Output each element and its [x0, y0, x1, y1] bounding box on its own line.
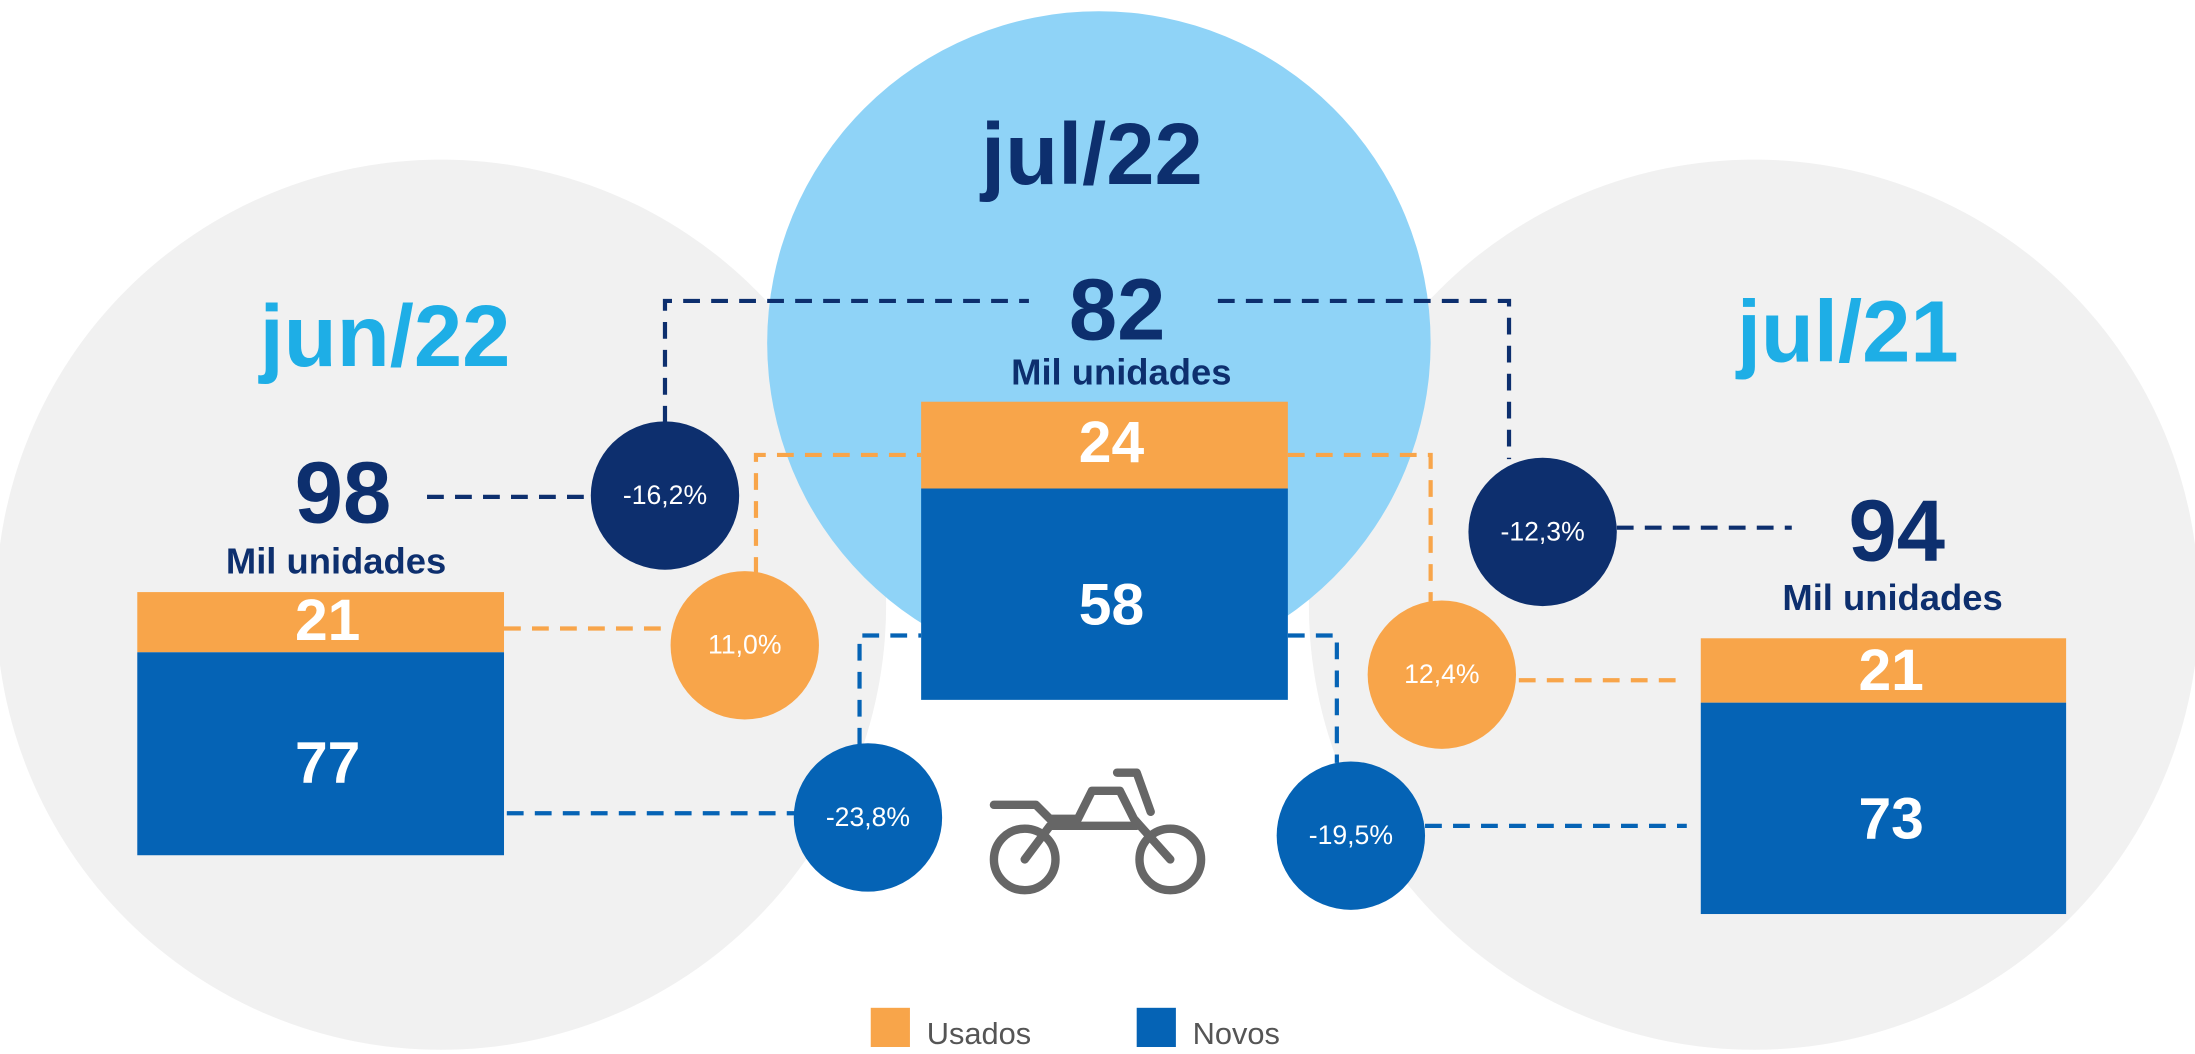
change-bubble — [1276, 761, 1426, 910]
period-label: jul/22 — [979, 106, 1203, 203]
period-label: jul/21 — [1735, 284, 1959, 381]
total: 94 — [1848, 482, 1945, 579]
unit: Mil unidades — [226, 541, 446, 582]
usados-value: 21 — [295, 588, 360, 653]
bar-novos — [1700, 702, 2067, 915]
change-novos: -23,8% — [826, 802, 910, 832]
change-bubble — [670, 571, 819, 720]
bar-usados — [137, 592, 505, 653]
connectors — [427, 298, 1792, 828]
bar-novos — [137, 652, 505, 856]
change-bubble — [590, 421, 740, 570]
bar-novos — [921, 488, 1288, 700]
novos-value: 73 — [1858, 787, 1923, 852]
legend-label: Usados — [927, 1016, 1031, 1051]
period-label: jun/22 — [258, 288, 511, 385]
change-novos: -19,5% — [1309, 820, 1393, 850]
change-total: -16,2% — [623, 480, 707, 510]
legend-swatch — [870, 1007, 910, 1048]
novos-value: 58 — [1079, 572, 1144, 637]
bar-usados — [1700, 638, 2067, 703]
change-bubble — [1367, 600, 1517, 749]
legend-swatch — [1136, 1007, 1176, 1048]
novos-value: 77 — [295, 731, 360, 796]
legend-label: Novos — [1193, 1016, 1280, 1051]
total: 98 — [295, 445, 392, 542]
change-usados: 12,4% — [1404, 659, 1479, 689]
usados-value: 24 — [1079, 410, 1145, 475]
connector — [506, 633, 1687, 828]
change-total: -12,3% — [1501, 516, 1585, 546]
change-bubble — [793, 743, 943, 892]
usados-value: 21 — [1858, 638, 1923, 703]
unit: Mil unidades — [1782, 577, 2002, 618]
total: 82 — [1069, 261, 1166, 358]
change-bubble — [1468, 457, 1617, 607]
connector — [504, 452, 1680, 683]
connector — [427, 298, 1792, 530]
change-usados: 11,0% — [708, 630, 781, 660]
unit: Mil unidades — [1011, 352, 1231, 393]
motorcycle-icon — [989, 768, 1206, 895]
bar-usados — [921, 401, 1288, 489]
